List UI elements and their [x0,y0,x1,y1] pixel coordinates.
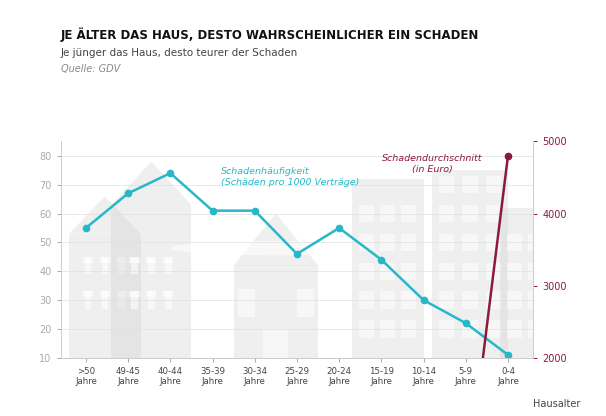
Polygon shape [131,257,138,274]
Polygon shape [163,257,173,262]
Polygon shape [439,262,454,280]
Polygon shape [83,257,93,262]
Polygon shape [401,292,416,309]
Polygon shape [100,292,110,297]
Polygon shape [112,162,191,205]
Polygon shape [380,262,395,280]
Text: Hausalter: Hausalter [533,399,581,409]
Polygon shape [102,292,108,309]
Polygon shape [83,292,93,297]
Polygon shape [439,234,454,251]
Polygon shape [102,257,108,274]
Polygon shape [148,257,155,274]
Polygon shape [100,257,110,262]
Polygon shape [432,170,508,358]
Circle shape [170,241,381,255]
Polygon shape [462,292,478,309]
Polygon shape [528,262,543,280]
Polygon shape [401,320,416,337]
Polygon shape [352,179,424,358]
Polygon shape [528,292,543,309]
Polygon shape [359,234,374,251]
Polygon shape [131,292,138,309]
Polygon shape [439,205,454,222]
Polygon shape [485,262,501,280]
Polygon shape [118,292,125,309]
Polygon shape [462,320,478,337]
Polygon shape [485,205,501,222]
Polygon shape [69,196,141,234]
Polygon shape [485,320,501,337]
Polygon shape [85,292,92,309]
Polygon shape [401,205,416,222]
Polygon shape [401,262,416,280]
Polygon shape [380,234,395,251]
Polygon shape [130,257,139,262]
Polygon shape [380,292,395,309]
Polygon shape [117,292,127,297]
Polygon shape [439,176,454,193]
Polygon shape [234,265,318,358]
Polygon shape [118,257,125,274]
Polygon shape [439,292,454,309]
Polygon shape [112,205,191,358]
Polygon shape [528,320,543,337]
Polygon shape [69,234,141,358]
Polygon shape [462,205,478,222]
Text: JE ÄLTER DAS HAUS, DESTO WAHRSCHEINLICHER EIN SCHADEN: JE ÄLTER DAS HAUS, DESTO WAHRSCHEINLICHE… [61,27,479,42]
Polygon shape [165,292,171,309]
Polygon shape [380,205,395,222]
Polygon shape [297,289,314,317]
Polygon shape [439,320,454,337]
Polygon shape [263,329,288,358]
Polygon shape [146,292,156,297]
Polygon shape [528,234,543,251]
Polygon shape [359,262,374,280]
Polygon shape [485,292,501,309]
Polygon shape [238,289,255,317]
Polygon shape [165,257,171,274]
Polygon shape [163,292,173,297]
Polygon shape [507,292,522,309]
Text: Je jünger das Haus, desto teurer der Schaden: Je jünger das Haus, desto teurer der Sch… [61,48,298,58]
Text: Quelle: GDV: Quelle: GDV [61,64,120,74]
Polygon shape [117,257,127,262]
Polygon shape [380,320,395,337]
Polygon shape [462,262,478,280]
Polygon shape [462,176,478,193]
Polygon shape [507,234,522,251]
Polygon shape [148,292,155,309]
Polygon shape [130,292,139,297]
Polygon shape [485,234,501,251]
Polygon shape [359,205,374,222]
Polygon shape [507,320,522,337]
Polygon shape [85,257,92,274]
Polygon shape [401,234,416,251]
Text: Schadendurchschnitt
(in Euro): Schadendurchschnitt (in Euro) [382,154,482,174]
Polygon shape [485,176,501,193]
Polygon shape [146,257,156,262]
Polygon shape [499,208,550,358]
Polygon shape [462,234,478,251]
Polygon shape [234,213,318,265]
Polygon shape [359,292,374,309]
Polygon shape [507,262,522,280]
Text: Schadenhäufigkeit
(Schäden pro 1000 Verträge): Schadenhäufigkeit (Schäden pro 1000 Vert… [221,167,359,187]
Polygon shape [359,320,374,337]
